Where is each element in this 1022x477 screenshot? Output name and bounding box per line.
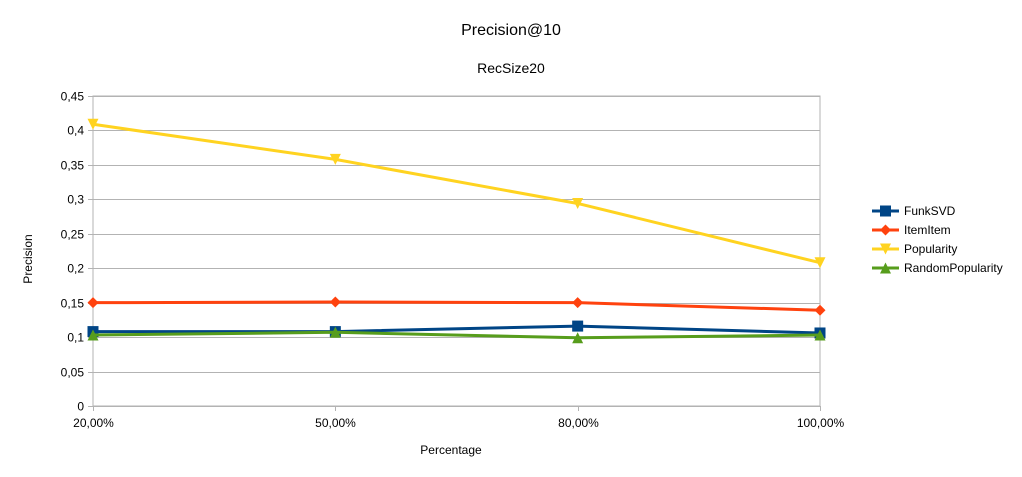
series-line-randompopularity <box>92 330 821 340</box>
plot-frame <box>92 95 821 407</box>
series-line-funksvd <box>93 324 821 335</box>
legend-marker-popularity <box>880 243 891 255</box>
x-axis-label: Percentage <box>420 443 482 457</box>
y-axis: 0 0,05 0,1 0,15 0,2 0,25 0,3 0,35 0,4 0,45 <box>61 90 85 414</box>
x-tick-label: 80,00% <box>558 416 599 430</box>
series-layer <box>87 118 826 344</box>
y-tick-label: 0,3 <box>67 193 84 207</box>
data-point-randompopularity <box>329 326 341 338</box>
x-axis: 20,00% 50,00% 80,00% 100,00% <box>73 416 844 430</box>
data-point-itemitem <box>572 297 584 309</box>
legend-marker-funksvd <box>880 205 891 217</box>
y-tick-label: 0,35 <box>61 159 85 173</box>
data-point-itemitem <box>329 296 341 308</box>
legend-label-itemitem: ItemItem <box>904 223 951 237</box>
y-tick-label: 0,1 <box>67 331 84 345</box>
y-axis-label: Precision <box>21 234 35 283</box>
data-point-itemitem <box>814 304 826 316</box>
data-point-popularity <box>329 153 341 165</box>
legend-marker-randompopularity <box>880 262 891 274</box>
y-tick-label: 0,4 <box>67 124 84 138</box>
legend-marker-itemitem <box>880 224 891 236</box>
data-point-randompopularity <box>87 329 99 341</box>
data-point-popularity <box>87 118 99 130</box>
grid <box>88 95 821 411</box>
x-tick-label: 50,00% <box>315 416 356 430</box>
y-tick-label: 0,2 <box>67 262 84 276</box>
y-tick-label: 0,05 <box>61 366 85 380</box>
data-point-popularity <box>572 197 584 209</box>
y-tick-label: 0,15 <box>61 297 85 311</box>
y-tick-label: 0,25 <box>61 228 85 242</box>
y-tick-label: 0,45 <box>61 90 85 104</box>
y-tick-label: 0 <box>77 400 84 414</box>
data-point-randompopularity <box>572 332 584 344</box>
data-point-randompopularity <box>814 329 826 341</box>
x-tick-label: 20,00% <box>73 416 114 430</box>
data-point-funksvd <box>572 320 584 332</box>
series-itemitem <box>87 296 826 316</box>
legend-label-popularity: Popularity <box>904 242 957 256</box>
chart-title: Precision@10 <box>461 22 561 39</box>
series-randompopularity <box>87 326 826 344</box>
legend: FunkSVD ItemItem Popularity RandomPopularit… <box>872 204 1003 275</box>
data-point-popularity <box>814 257 826 269</box>
data-point-itemitem <box>87 297 99 309</box>
legend-label-funksvd: FunkSVD <box>904 204 956 218</box>
chart-subtitle: RecSize20 <box>477 60 545 76</box>
series-line-itemitem <box>92 300 821 312</box>
series-popularity <box>87 118 826 269</box>
series-line-popularity <box>92 122 821 265</box>
legend-label-randompopularity: RandomPopularity <box>904 261 1003 275</box>
x-tick-label: 100,00% <box>797 416 845 430</box>
